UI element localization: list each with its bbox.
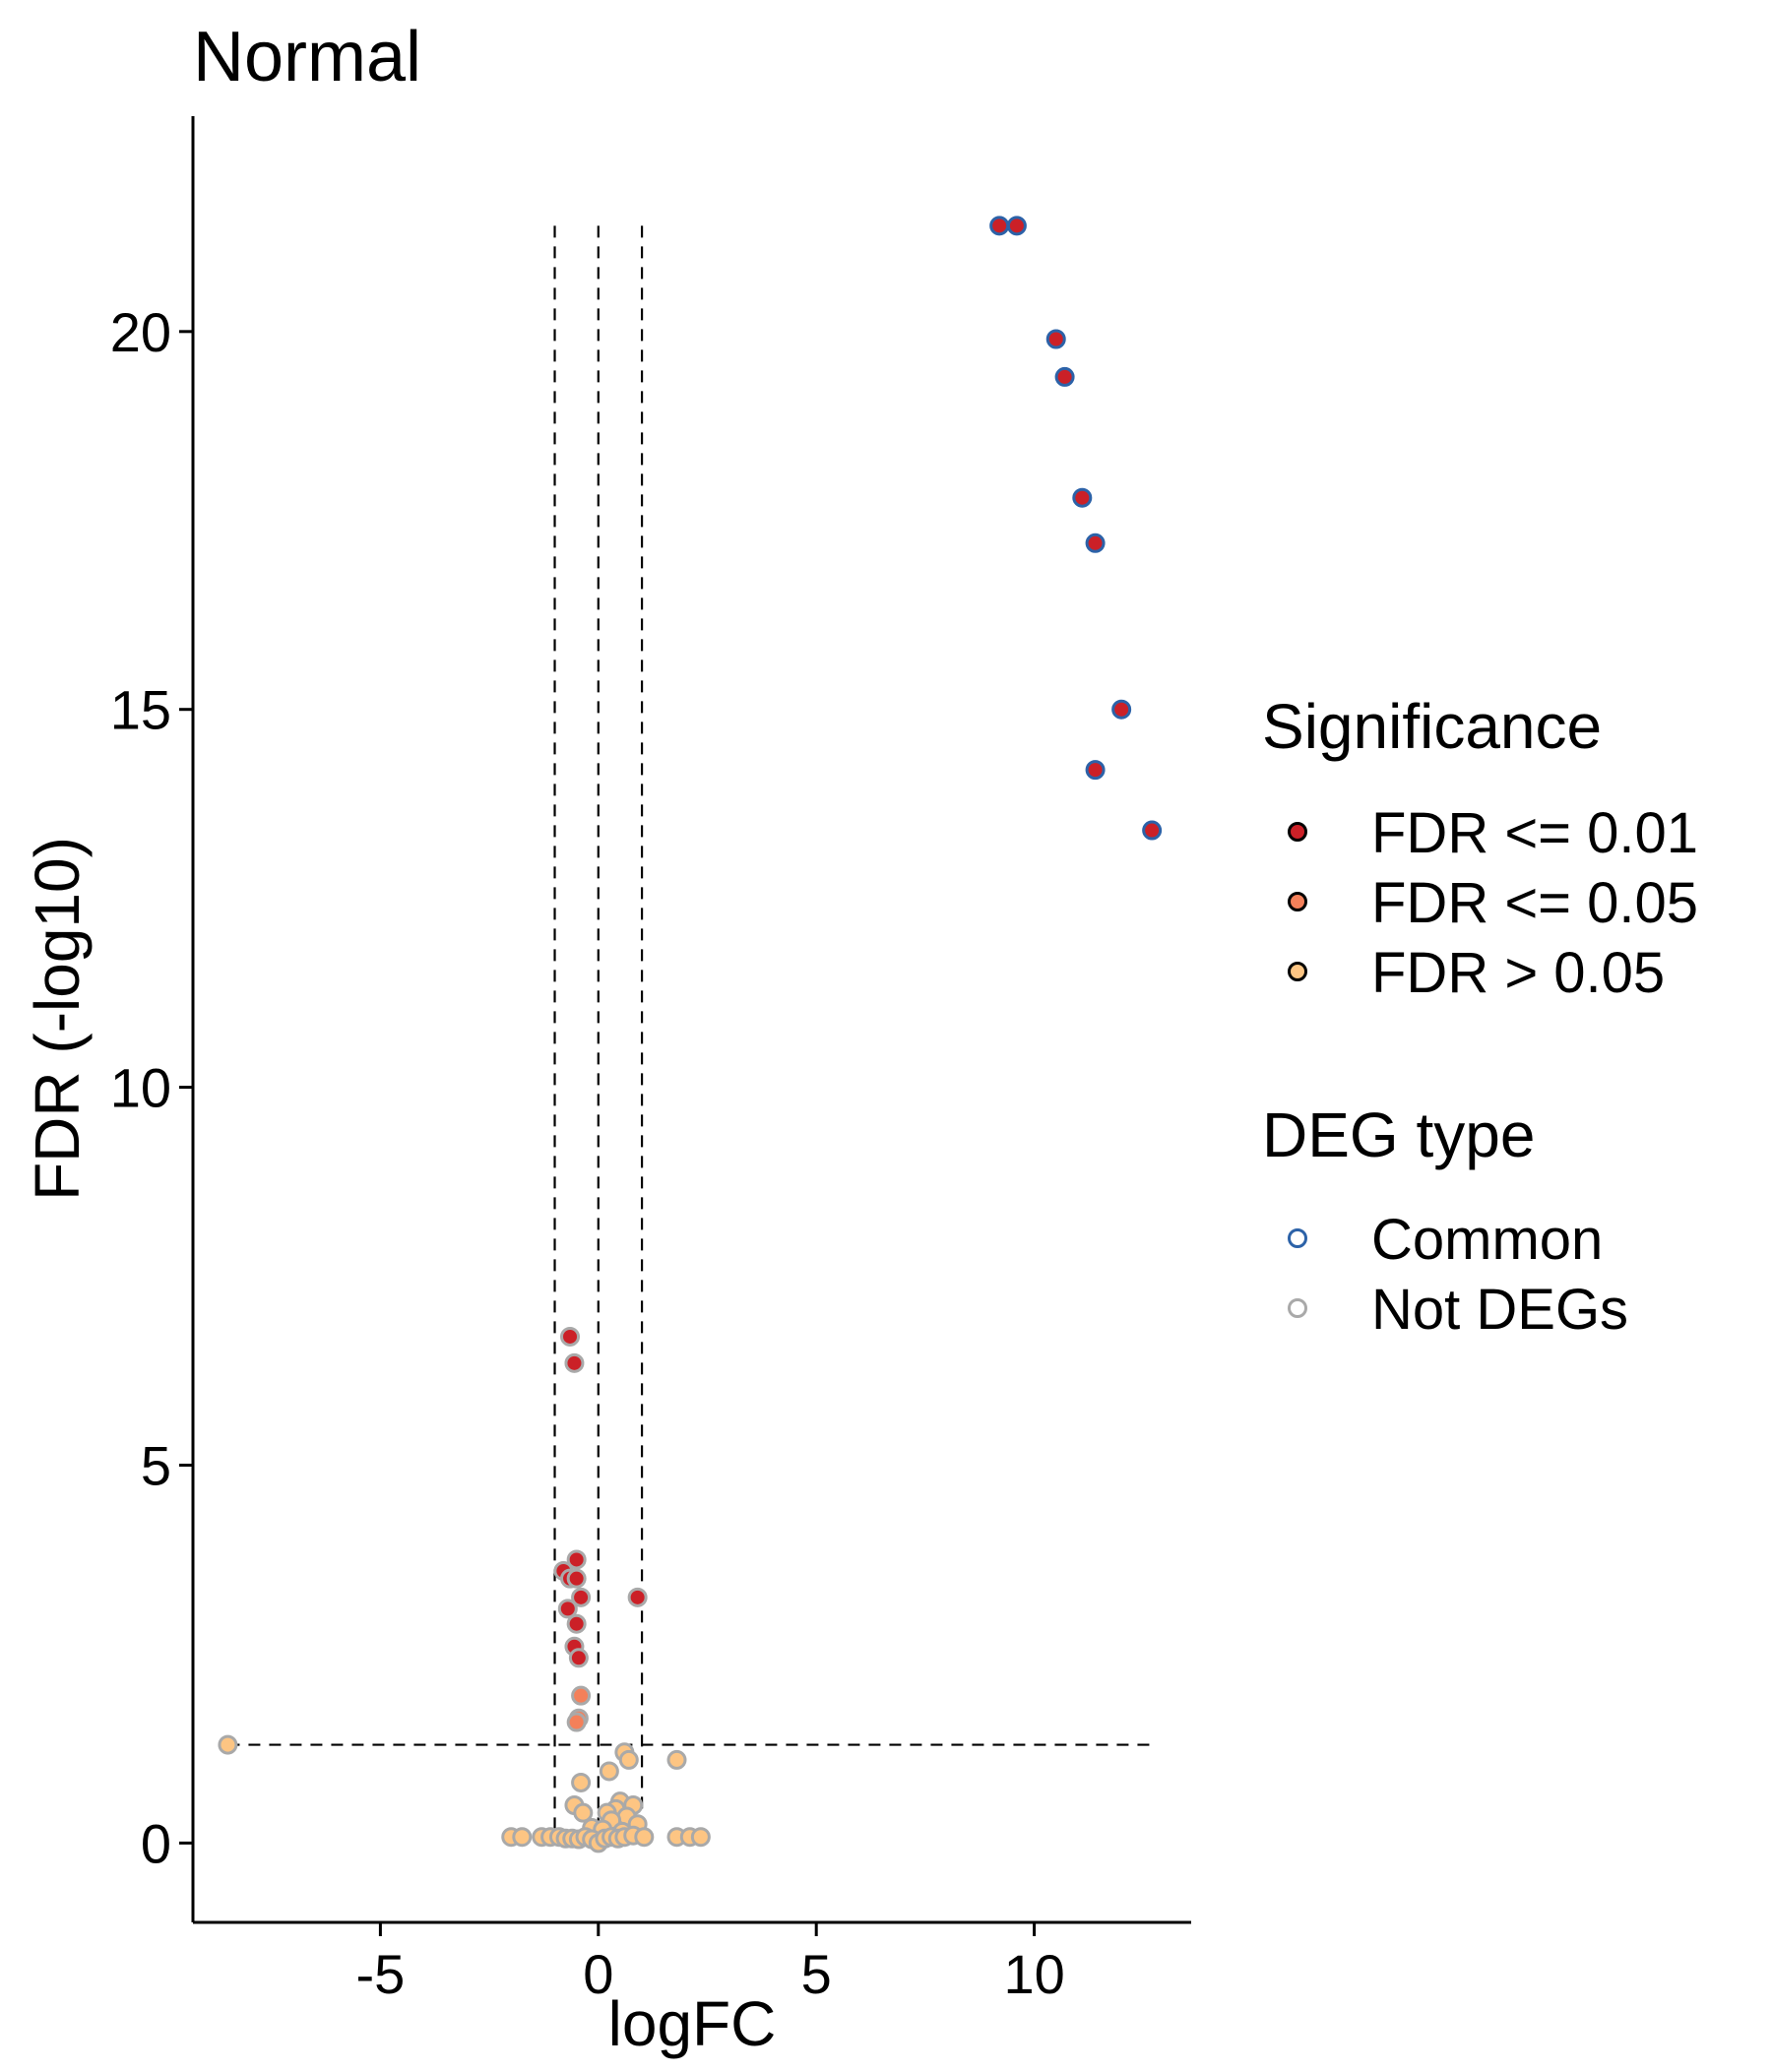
legend-title-1: DEG type [1262,1099,1535,1170]
legend-key-1-0 [1288,1228,1307,1248]
legend-title-0: Significance [1262,691,1602,762]
y-tick-label-4: 20 [110,301,171,363]
data-point-23 [566,1712,587,1732]
data-point-24 [218,1734,238,1755]
data-point-11 [566,1549,587,1570]
x-axis-ticks: -5 0 5 10 [356,1922,1065,2005]
legend-label-1-1: Not DEGs [1371,1278,1628,1342]
data-point-58 [634,1827,655,1848]
data-point-29 [571,1772,592,1792]
data-point-3 [1054,366,1075,387]
data-point-5 [1085,533,1106,553]
data-point-34 [573,1802,594,1823]
y-tick-label-1: 5 [141,1434,171,1496]
legend-key-0-0 [1288,822,1307,842]
data-point-26 [618,1749,639,1770]
data-point-18 [566,1613,587,1634]
reference-lines [227,225,1153,1844]
data-point-8 [1142,820,1163,841]
data-point-20 [568,1648,589,1668]
data-point-16 [627,1587,648,1607]
legend-label-0-2: FDR > 0.05 [1371,941,1665,1005]
data-point-27 [666,1749,687,1770]
data-point-6 [1111,699,1132,720]
legend-label-0-1: FDR <= 0.05 [1371,871,1698,935]
y-tick-label-0: 0 [141,1812,171,1874]
y-tick-label-2: 10 [110,1057,171,1119]
legend-key-0-2 [1288,962,1307,981]
x-tick-label-0: -5 [356,1943,406,2005]
x-tick-label-1: 0 [583,1943,613,2005]
x-tick-label-2: 5 [801,1943,832,2005]
legend-key-1-1 [1288,1298,1307,1318]
data-point-15 [571,1587,592,1607]
data-point-2 [1045,329,1066,349]
x-tick-label-3: 10 [1003,1943,1064,2005]
legend-label-1-0: Common [1371,1208,1603,1272]
data-point-0 [989,216,1010,236]
data-point-61 [690,1827,711,1848]
data-point-21 [571,1685,592,1706]
x-axis-title: logFC [608,1988,777,2059]
data-points [218,216,1163,1853]
data-point-10 [564,1352,585,1373]
data-point-17 [557,1599,578,1619]
y-tick-label-3: 15 [110,679,171,741]
data-point-4 [1072,487,1093,508]
data-point-43 [512,1827,533,1848]
data-point-28 [599,1761,619,1782]
legend-key-0-1 [1288,892,1307,911]
y-axis-ticks: 0 5 10 15 20 [110,301,193,1874]
data-point-9 [560,1326,581,1347]
chart-title: Normal [193,18,421,96]
data-point-7 [1085,760,1106,781]
data-point-1 [1006,216,1027,236]
y-axis-title: FDR (-log10) [22,837,93,1201]
legend-label-0-0: FDR <= 0.01 [1371,801,1698,865]
data-point-14 [566,1568,587,1589]
